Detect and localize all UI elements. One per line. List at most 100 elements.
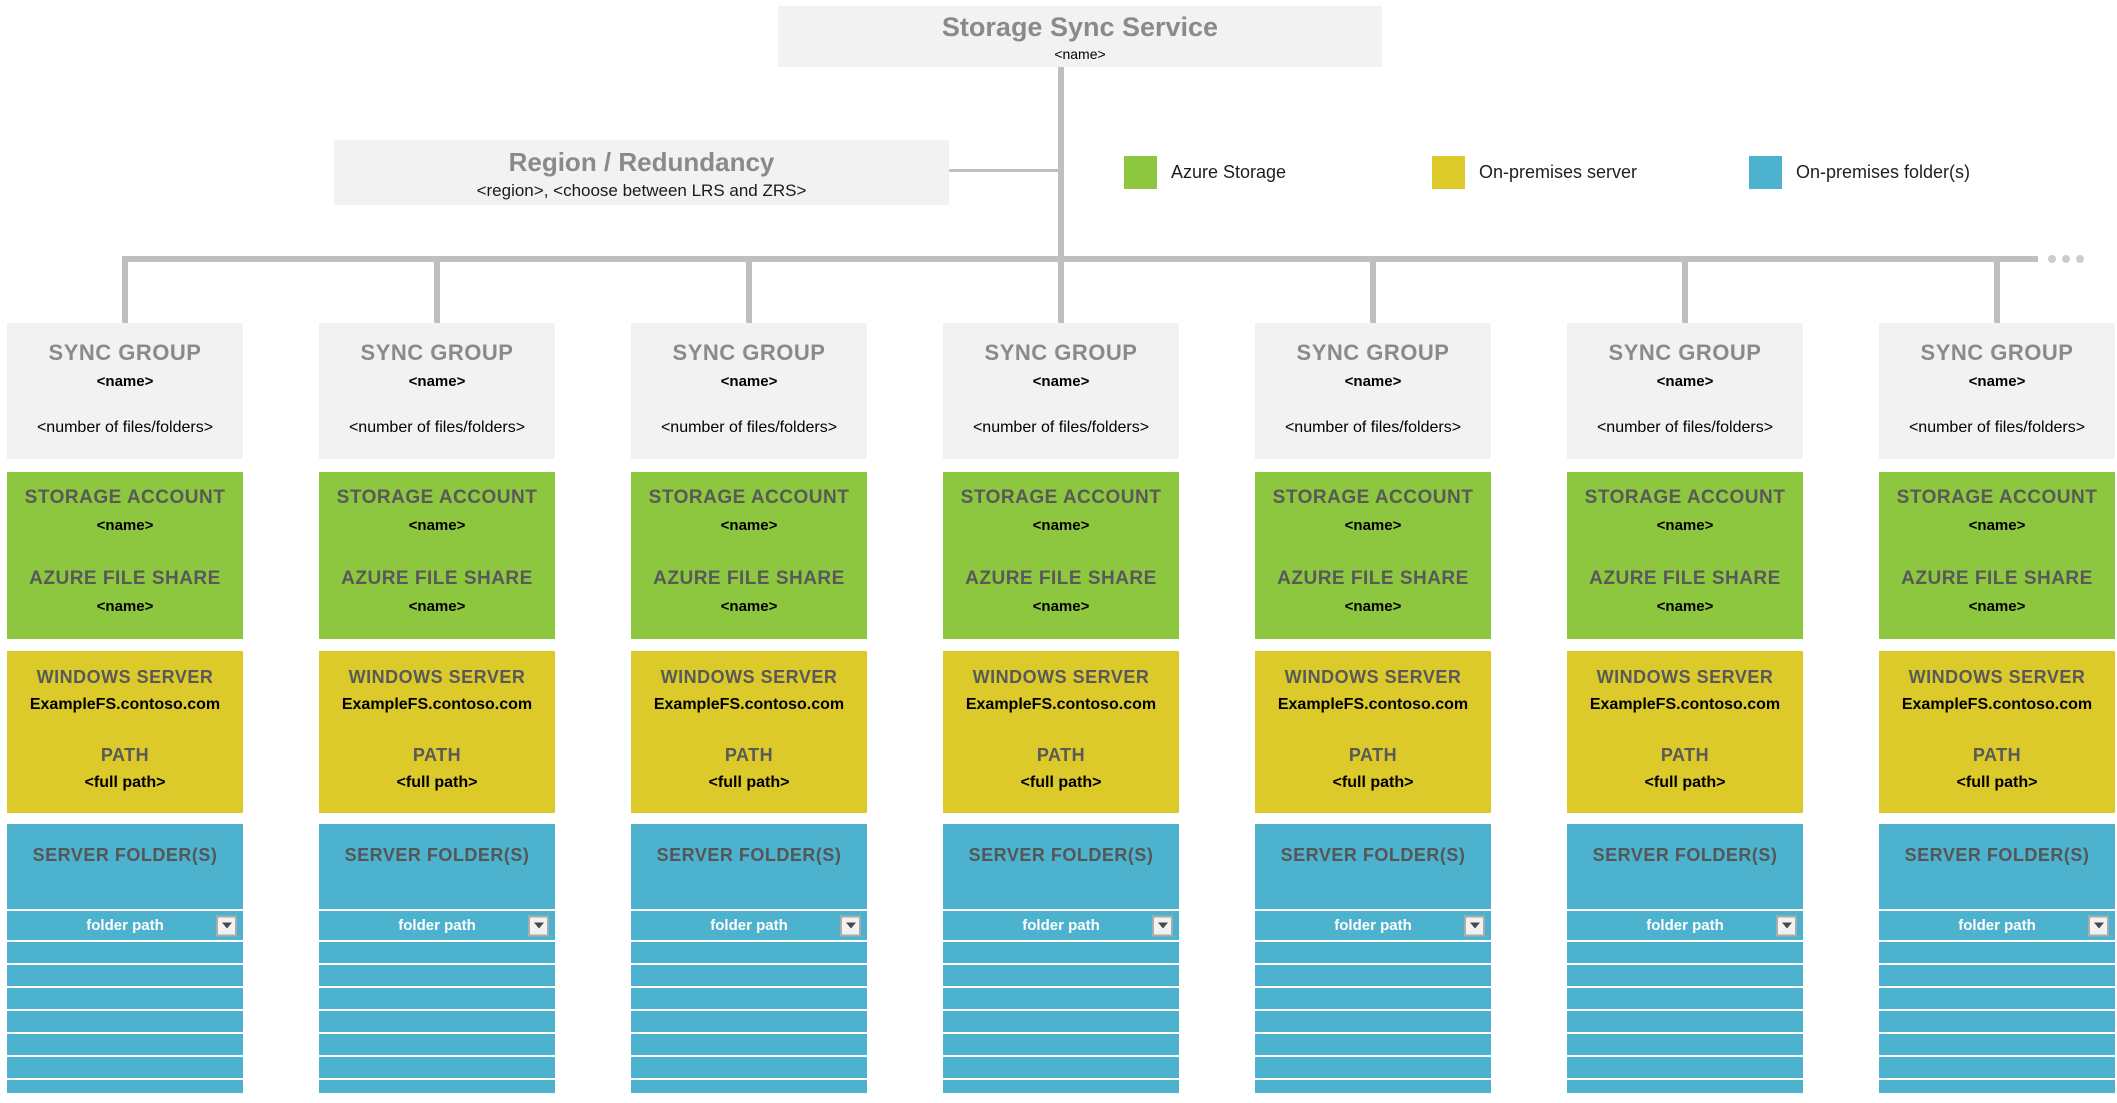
path-label: PATH	[100, 745, 150, 765]
storage-account-name-placeholder: <name>	[408, 517, 466, 534]
empty-folder-row[interactable]	[631, 1034, 867, 1057]
empty-folder-row[interactable]	[1255, 1080, 1491, 1093]
empty-folder-row[interactable]	[943, 1080, 1179, 1093]
region-redundancy-box: Region / Redundancy <region>, <choose be…	[334, 140, 949, 205]
folder-path-dropdown-button[interactable]	[528, 915, 549, 936]
empty-folder-row[interactable]	[1567, 942, 1803, 965]
sync-group-box: SYNC GROUP <name> <number of files/folde…	[1567, 323, 1803, 459]
sync-group-header: SYNC GROUP	[1296, 340, 1450, 365]
empty-folder-row[interactable]	[7, 988, 243, 1011]
empty-folder-row[interactable]	[7, 1057, 243, 1080]
empty-folder-row[interactable]	[319, 1057, 555, 1080]
folder-path-dropdown-button[interactable]	[1152, 915, 1173, 936]
empty-folder-row[interactable]	[1879, 1057, 2115, 1080]
empty-folder-row[interactable]	[319, 1011, 555, 1034]
sync-group-count-placeholder: <number of files/folders>	[972, 419, 1150, 436]
empty-folder-row[interactable]	[319, 965, 555, 988]
empty-folder-row[interactable]	[1567, 988, 1803, 1011]
folder-path-dropdown-button[interactable]	[1464, 915, 1485, 936]
empty-folder-row[interactable]	[1879, 988, 2115, 1011]
server-folders-label: SERVER FOLDER(S)	[344, 845, 530, 865]
empty-folder-row[interactable]	[7, 942, 243, 965]
sync-group-box: SYNC GROUP <name> <number of files/folde…	[1879, 323, 2115, 459]
sync-group-column: SYNC GROUP <name> <number of files/folde…	[319, 323, 555, 1093]
more-dot-icon	[2048, 255, 2056, 263]
empty-folder-row[interactable]	[1255, 1057, 1491, 1080]
folder-path-cell[interactable]: folder path	[319, 909, 555, 942]
windows-server-label: WINDOWS SERVER	[660, 667, 838, 687]
empty-folder-row[interactable]	[1879, 1011, 2115, 1034]
empty-folder-row[interactable]	[943, 965, 1179, 988]
windows-server-name: ExampleFS.contoso.com	[29, 696, 221, 713]
empty-folder-row[interactable]	[1255, 965, 1491, 988]
empty-folder-row[interactable]	[319, 942, 555, 965]
empty-folder-row[interactable]	[319, 1080, 555, 1093]
windows-server-box: WINDOWS SERVER ExampleFS.contoso.com PAT…	[1255, 651, 1491, 813]
folder-path-cell[interactable]: folder path	[631, 909, 867, 942]
connector-drop-line	[434, 262, 440, 323]
empty-folder-row[interactable]	[631, 988, 867, 1011]
folder-path-dropdown-button[interactable]	[1776, 915, 1797, 936]
storage-sync-service-title: Storage Sync Service	[941, 12, 1219, 42]
azure-file-share-label: AZURE FILE SHARE	[965, 568, 1157, 589]
empty-folder-row[interactable]	[1879, 1080, 2115, 1093]
azure-file-share-label: AZURE FILE SHARE	[1277, 568, 1469, 589]
azure-file-share-name-placeholder: <name>	[1968, 598, 2026, 615]
sync-group-box: SYNC GROUP <name> <number of files/folde…	[943, 323, 1179, 459]
folder-path-cell[interactable]: folder path	[1255, 909, 1491, 942]
empty-folder-row[interactable]	[1255, 942, 1491, 965]
empty-folder-row[interactable]	[1255, 1011, 1491, 1034]
empty-folder-row[interactable]	[943, 988, 1179, 1011]
windows-server-label: WINDOWS SERVER	[972, 667, 1150, 687]
empty-folder-row[interactable]	[7, 1011, 243, 1034]
folder-path-dropdown-button[interactable]	[2088, 915, 2109, 936]
empty-folder-row[interactable]	[943, 1034, 1179, 1057]
sync-group-box: SYNC GROUP <name> <number of files/folde…	[1255, 323, 1491, 459]
empty-folder-row[interactable]	[1255, 1034, 1491, 1057]
empty-folder-row[interactable]	[1567, 1034, 1803, 1057]
folder-path-dropdown-button[interactable]	[840, 915, 861, 936]
path-label: PATH	[1348, 745, 1398, 765]
windows-server-label: WINDOWS SERVER	[1908, 667, 2086, 687]
empty-folder-row[interactable]	[319, 1034, 555, 1057]
empty-folder-row[interactable]	[319, 988, 555, 1011]
empty-folder-row[interactable]	[7, 965, 243, 988]
empty-folder-row[interactable]	[1255, 988, 1491, 1011]
folder-path-cell[interactable]: folder path	[1567, 909, 1803, 942]
empty-folder-row[interactable]	[631, 965, 867, 988]
empty-folder-row[interactable]	[1567, 1080, 1803, 1093]
empty-folder-row[interactable]	[631, 942, 867, 965]
more-dot-icon	[2062, 255, 2070, 263]
empty-folder-row[interactable]	[1879, 965, 2115, 988]
empty-folder-row[interactable]	[943, 1057, 1179, 1080]
empty-folder-row[interactable]	[1567, 1011, 1803, 1034]
empty-folder-row[interactable]	[631, 1011, 867, 1034]
empty-folder-row[interactable]	[631, 1080, 867, 1093]
server-folders-label: SERVER FOLDER(S)	[1592, 845, 1778, 865]
folder-path-dropdown-button[interactable]	[216, 915, 237, 936]
server-folders-label: SERVER FOLDER(S)	[1280, 845, 1466, 865]
windows-server-label: WINDOWS SERVER	[348, 667, 526, 687]
folder-path-cell[interactable]: folder path	[1879, 909, 2115, 942]
empty-folder-row[interactable]	[1879, 1034, 2115, 1057]
empty-folder-row[interactable]	[1567, 1057, 1803, 1080]
azure-file-share-label: AZURE FILE SHARE	[1901, 568, 2093, 589]
folder-path-value: folder path	[1022, 917, 1100, 934]
connector-drop-line	[122, 262, 128, 323]
empty-folder-row[interactable]	[1879, 942, 2115, 965]
azure-file-share-name-placeholder: <name>	[1656, 598, 1714, 615]
empty-folder-row[interactable]	[943, 1011, 1179, 1034]
empty-folder-row[interactable]	[7, 1034, 243, 1057]
sync-group-count-placeholder: <number of files/folders>	[660, 419, 838, 436]
azure-storage-box: STORAGE ACCOUNT <name> AZURE FILE SHARE …	[631, 472, 867, 639]
folder-path-cell[interactable]: folder path	[7, 909, 243, 942]
sync-group-header: SYNC GROUP	[672, 340, 826, 365]
connector-trunk-line	[1058, 67, 1064, 323]
empty-folder-row[interactable]	[943, 942, 1179, 965]
empty-folder-row[interactable]	[7, 1080, 243, 1093]
storage-account-label: STORAGE ACCOUNT	[24, 487, 226, 508]
empty-folder-row[interactable]	[631, 1057, 867, 1080]
folder-path-cell[interactable]: folder path	[943, 909, 1179, 942]
chevron-down-icon	[1157, 922, 1168, 929]
empty-folder-row[interactable]	[1567, 965, 1803, 988]
